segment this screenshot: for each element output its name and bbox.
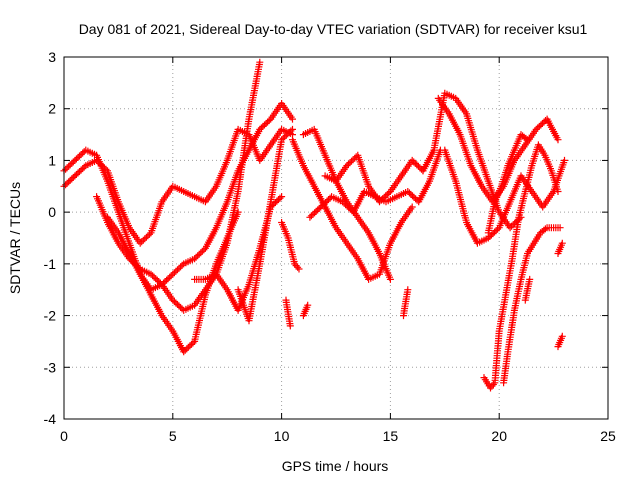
plus-markers <box>299 301 312 320</box>
series-trace-15 <box>419 89 525 232</box>
series-trace-7 <box>278 219 303 273</box>
plus-markers <box>500 224 564 387</box>
series-trace-21 <box>521 275 534 304</box>
y-tick-label: 0 <box>48 204 56 220</box>
axis-ticks: 0 5 10 15 20 25 -4 -3 -2 -1 0 1 2 3 <box>44 49 616 444</box>
series-trace-14 <box>400 286 412 320</box>
series-trace-9 <box>299 301 312 320</box>
series-trace-3 <box>93 58 264 314</box>
plus-markers <box>554 239 566 257</box>
plus-markers <box>234 125 296 325</box>
series-trace-8 <box>282 296 294 330</box>
y-tick-label: 2 <box>48 101 56 117</box>
y-tick-label: -1 <box>44 256 57 272</box>
series-trace-11 <box>289 136 416 283</box>
y-tick-label: -3 <box>44 359 57 375</box>
plus-markers <box>419 89 525 232</box>
y-tick-label: -2 <box>44 308 57 324</box>
x-tick-label: 0 <box>60 428 68 444</box>
series-trace-18 <box>480 141 562 392</box>
x-tick-label: 20 <box>491 428 507 444</box>
series-trace-19 <box>500 224 564 387</box>
x-tick-label: 10 <box>274 428 290 444</box>
plus-markers <box>554 332 566 351</box>
chart-title: Day 081 of 2021, Sidereal Day-to-day VTE… <box>79 21 588 37</box>
x-axis-label: GPS time / hours <box>282 458 389 474</box>
y-axis-label: SDTVAR / TECUs <box>7 182 23 294</box>
series-trace-13 <box>321 151 427 206</box>
plus-markers <box>282 296 294 330</box>
plus-markers <box>521 275 534 304</box>
y-tick-label: 1 <box>48 152 56 168</box>
data-marks <box>60 58 568 392</box>
plus-markers <box>278 219 303 273</box>
plus-markers <box>321 151 427 206</box>
series-trace-20 <box>484 131 531 237</box>
series-trace-23 <box>554 332 566 351</box>
plus-markers <box>60 146 242 356</box>
series-trace-22 <box>554 239 566 257</box>
series-trace-4 <box>104 100 296 294</box>
series-trace-2 <box>60 125 296 247</box>
plus-markers <box>104 100 296 294</box>
series-trace-1 <box>60 146 242 356</box>
plus-markers <box>93 58 264 314</box>
series-trace-6 <box>234 125 296 325</box>
x-tick-label: 5 <box>169 428 177 444</box>
x-tick-label: 15 <box>383 428 399 444</box>
plus-markers <box>289 136 416 283</box>
y-tick-label: -4 <box>44 411 57 427</box>
plot-frame <box>63 56 609 420</box>
plus-markers <box>60 125 296 247</box>
plus-markers <box>484 131 531 237</box>
plus-markers <box>400 286 412 320</box>
y-tick-label: 3 <box>48 49 56 65</box>
plus-markers <box>480 141 562 392</box>
x-tick-label: 25 <box>600 428 616 444</box>
grid-lines <box>64 57 608 419</box>
